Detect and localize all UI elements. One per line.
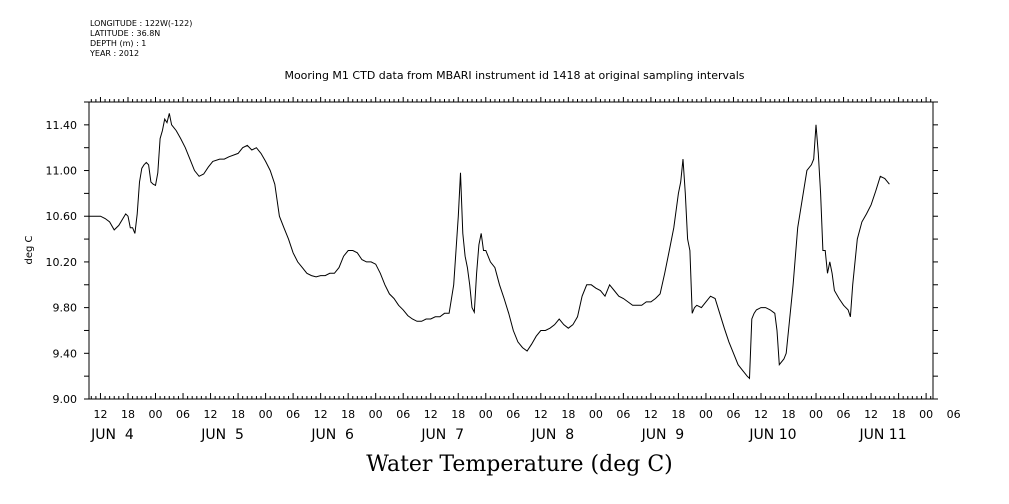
x-tick-label: 06 xyxy=(616,408,630,421)
day-label: JUN 9 xyxy=(641,427,685,443)
x-tick-label: 18 xyxy=(782,408,796,421)
y-tick-label: 10.60 xyxy=(46,210,78,223)
x-tick-label: 18 xyxy=(671,408,685,421)
x-tick-label: 18 xyxy=(341,408,355,421)
day-label: JUN 4 xyxy=(90,427,134,443)
x-tick-label: 12 xyxy=(534,408,548,421)
x-tick-label: 06 xyxy=(396,408,410,421)
x-tick-label: 12 xyxy=(314,408,328,421)
y-tick-label: 11.40 xyxy=(46,119,78,132)
meta-year: YEAR : 2012 xyxy=(90,49,140,58)
chart-title: Mooring M1 CTD data from MBARI instrumen… xyxy=(284,69,745,82)
x-tick-label: 18 xyxy=(892,408,906,421)
x-tick-label: 06 xyxy=(726,408,740,421)
day-label: JUN 11 xyxy=(859,427,907,443)
meta-longitude: LONGITUDE : 122W(-122) xyxy=(90,19,193,28)
x-tick-label: 18 xyxy=(121,408,135,421)
x-tick-label: 12 xyxy=(864,408,878,421)
y-tick-label: 10.20 xyxy=(46,256,78,269)
y-axis-label: deg C xyxy=(24,235,35,264)
x-tick-label: 00 xyxy=(699,408,713,421)
x-tick-label: 06 xyxy=(947,408,961,421)
plot-frame xyxy=(88,101,934,400)
axis-ticks xyxy=(84,97,938,400)
day-label: JUN 7 xyxy=(420,427,464,443)
x-tick-label: 06 xyxy=(286,408,300,421)
meta-depth: DEPTH (m) : 1 xyxy=(90,39,147,48)
x-axis-label: Water Temperature (deg C) xyxy=(366,452,673,477)
x-tick-label: 06 xyxy=(506,408,520,421)
y-tick-label: 9.80 xyxy=(53,302,78,315)
x-tick-label: 00 xyxy=(149,408,163,421)
y-tick-labels: 9.00 9.40 9.80 10.20 10.60 11.00 11.40 xyxy=(46,119,78,406)
x-tick-label: 00 xyxy=(479,408,493,421)
meta-latitude: LATITUDE : 36.8N xyxy=(90,29,161,38)
x-tick-label: 06 xyxy=(837,408,851,421)
x-tick-label: 18 xyxy=(231,408,245,421)
x-tick-label: 12 xyxy=(644,408,658,421)
series-line xyxy=(89,113,890,380)
x-tick-label: 00 xyxy=(919,408,933,421)
x-tick-label: 00 xyxy=(259,408,273,421)
x-tick-label: 00 xyxy=(369,408,383,421)
day-label: JUN 6 xyxy=(310,427,354,443)
x-tick-label: 12 xyxy=(204,408,218,421)
x-tick-label: 12 xyxy=(93,408,107,421)
day-label: JUN 8 xyxy=(530,427,574,443)
x-tick-label: 12 xyxy=(754,408,768,421)
x-tick-label: 00 xyxy=(809,408,823,421)
x-tick-label: 18 xyxy=(561,408,575,421)
day-label: JUN 5 xyxy=(200,427,244,443)
x-tick-labels: 12 18 00 06 12 18 00 06 12 18 00 06 12 18 00 06 12 18 00 06… xyxy=(90,408,961,443)
y-tick-label: 9.40 xyxy=(53,347,78,360)
y-tick-label: 11.00 xyxy=(46,165,78,178)
day-label: JUN 10 xyxy=(748,427,796,443)
y-tick-label: 9.00 xyxy=(53,393,78,406)
metadata-block: LONGITUDE : 122W(-122) LATITUDE : 36.8N … xyxy=(90,19,192,59)
x-tick-label: 18 xyxy=(451,408,465,421)
x-tick-label: 00 xyxy=(589,408,603,421)
x-tick-label: 06 xyxy=(176,408,190,421)
x-tick-label: 12 xyxy=(424,408,438,421)
